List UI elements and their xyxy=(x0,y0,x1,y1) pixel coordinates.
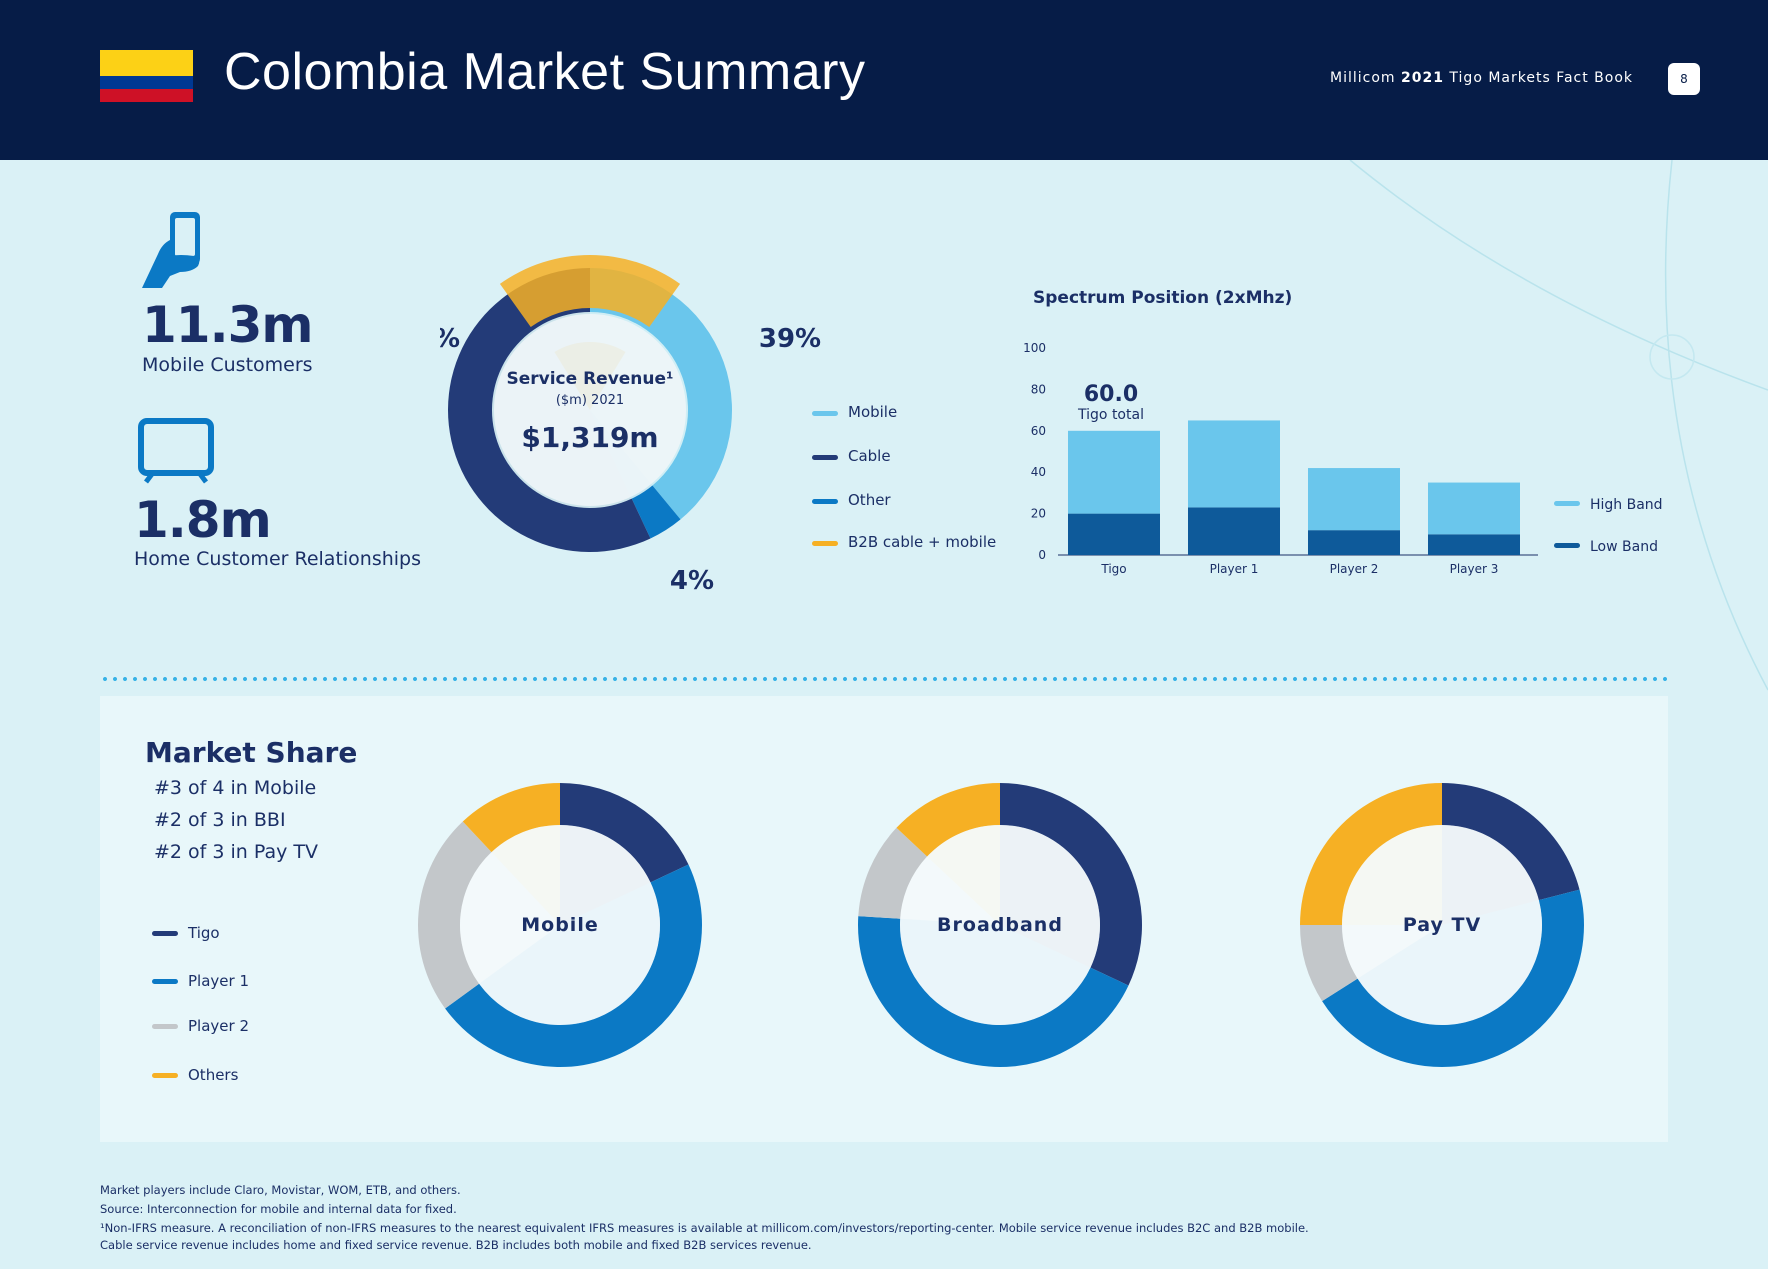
spectrum-bar-high-band xyxy=(1308,468,1400,531)
share-center-disc xyxy=(460,825,660,1025)
spectrum-xtick: Player 1 xyxy=(1210,562,1259,576)
service-revenue-chart: Service Revenue¹ ($m) 2021 $1,319m 57% 39% 4%… xyxy=(440,255,996,596)
home-customers-label: Home Customer Relationships xyxy=(134,548,422,570)
revenue-title: Service Revenue¹ xyxy=(506,369,673,389)
share-segment-others xyxy=(462,783,560,853)
revenue-segment-cable xyxy=(448,268,651,552)
rank-bbi: #2 of 3 in BBI xyxy=(154,809,286,831)
spectrum-annotation-label: Tigo total xyxy=(1077,407,1144,423)
revenue-legend-swatch xyxy=(812,499,838,504)
footnote-non-ifrs: ¹Non-IFRS measure. A reconciliation of n… xyxy=(100,1221,1309,1235)
spectrum-legend-swatch xyxy=(1554,501,1580,506)
share-segment-tigo xyxy=(1442,783,1580,901)
share-segment-player-2 xyxy=(858,827,928,919)
spectrum-chart: Spectrum Position (2xMhz) 0 20 40 60 80 100 Tig… xyxy=(1023,288,1663,576)
spectrum-ytick: 0 xyxy=(1038,548,1046,562)
revenue-legend-item: Mobile xyxy=(812,403,897,421)
revenue-legend-item: Cable xyxy=(812,447,891,465)
phone-in-hand-icon xyxy=(142,212,200,288)
donut-label-broadband: Broadband xyxy=(937,914,1063,936)
legend-player-1: Player 1 xyxy=(152,972,249,990)
legend-others: Others xyxy=(152,1066,238,1084)
revenue-legend-label: Other xyxy=(848,491,891,509)
share-center-disc xyxy=(900,825,1100,1025)
share-segment-player-2 xyxy=(1300,925,1358,1002)
share-segment-tigo xyxy=(560,783,689,883)
spectrum-annotation-value: 60.0 xyxy=(1084,382,1138,407)
share-segment-player-2 xyxy=(418,821,492,1009)
legend-tigo: Tigo xyxy=(152,924,220,942)
share-segment-player-1 xyxy=(445,864,702,1067)
share-center-disc xyxy=(1342,825,1542,1025)
spectrum-legend-label: Low Band xyxy=(1590,539,1658,555)
spectrum-bar-low-band xyxy=(1068,513,1160,555)
spectrum-ytick: 40 xyxy=(1031,465,1046,479)
spectrum-xtick: Tigo xyxy=(1100,562,1126,576)
revenue-legend-label: B2B cable + mobile xyxy=(848,533,996,551)
revenue-legend-swatch xyxy=(812,455,838,460)
share-segment-player-1 xyxy=(858,916,1129,1067)
home-customers-value: 1.8m xyxy=(134,491,272,549)
spectrum-title: Spectrum Position (2xMhz) xyxy=(1033,288,1292,308)
market-share-mobile-donut xyxy=(418,783,702,1067)
page-number: 8 xyxy=(1668,63,1700,95)
legend-player-2: Player 2 xyxy=(152,1017,249,1035)
spectrum-xtick: Player 3 xyxy=(1450,562,1499,576)
market-share-broadband-donut xyxy=(858,783,1142,1067)
spectrum-ytick: 80 xyxy=(1031,382,1046,396)
spectrum-legend-label: High Band xyxy=(1590,497,1663,513)
spectrum-ytick: 100 xyxy=(1023,341,1046,355)
spectrum-legend-item: High Band xyxy=(1554,497,1663,513)
revenue-legend-item: Other xyxy=(812,491,891,509)
rank-mobile: #3 of 4 in Mobile xyxy=(154,777,317,799)
header-bar: Colombia Market Summary Millicom 2021 Ti… xyxy=(0,0,1768,160)
revenue-segment-other xyxy=(631,485,681,539)
footnote-cable: Cable service revenue includes home and … xyxy=(100,1238,812,1252)
page-title: Colombia Market Summary xyxy=(224,43,866,101)
spectrum-bar-high-band xyxy=(1188,420,1280,508)
revenue-legend-label: Cable xyxy=(848,447,891,465)
spectrum-legend-swatch xyxy=(1554,543,1580,548)
revenue-legend-swatch xyxy=(812,541,838,546)
donut-label-paytv: Pay TV xyxy=(1402,914,1482,936)
share-segment-others xyxy=(1300,783,1442,925)
revenue-label-other: 4% xyxy=(670,566,714,596)
revenue-label-cable: 57% xyxy=(440,324,460,354)
spectrum-bar-high-band xyxy=(1068,430,1160,514)
revenue-legend-label: Mobile xyxy=(848,403,897,421)
revenue-total: $1,319m xyxy=(521,421,658,454)
spectrum-ytick: 20 xyxy=(1031,507,1046,521)
mobile-customers-label: Mobile Customers xyxy=(142,354,313,376)
spectrum-xtick: Player 2 xyxy=(1330,562,1379,576)
tv-icon xyxy=(138,418,214,484)
factbook-label: Millicom 2021 Tigo Markets Fact Book xyxy=(1330,70,1634,86)
spectrum-bar-low-band xyxy=(1188,507,1280,555)
revenue-segment-mobile xyxy=(590,268,732,520)
mobile-customers-value: 11.3m xyxy=(142,296,313,354)
revenue-legend-item: B2B cable + mobile xyxy=(812,533,996,551)
spectrum-legend-item: Low Band xyxy=(1554,539,1658,555)
share-segment-player-1 xyxy=(1322,889,1584,1067)
dotted-divider xyxy=(100,677,1668,681)
market-share-paytv-donut xyxy=(1300,783,1584,1067)
revenue-b2b-overlay xyxy=(499,255,681,327)
market-share-title: Market Share xyxy=(145,736,358,769)
spectrum-ytick: 60 xyxy=(1031,424,1046,438)
rank-paytv: #2 of 3 in Pay TV xyxy=(154,841,319,863)
revenue-legend-swatch xyxy=(812,411,838,416)
spectrum-bar-high-band xyxy=(1428,482,1520,535)
revenue-b2b-wedge xyxy=(554,342,626,410)
share-segment-others xyxy=(896,783,1000,857)
donut-label-mobile: Mobile xyxy=(521,914,599,936)
spectrum-bar-low-band xyxy=(1428,534,1520,555)
revenue-center-disc xyxy=(494,314,686,506)
revenue-subtitle: ($m) 2021 xyxy=(556,393,624,408)
footnote-source: Source: Interconnection for mobile and i… xyxy=(100,1202,457,1216)
colombia-flag-icon xyxy=(100,50,193,102)
spectrum-bar-low-band xyxy=(1308,530,1400,555)
footnote-players: Market players include Claro, Movistar, … xyxy=(100,1183,461,1197)
share-segment-tigo xyxy=(1000,783,1142,986)
revenue-label-mobile: 39% xyxy=(759,324,821,354)
